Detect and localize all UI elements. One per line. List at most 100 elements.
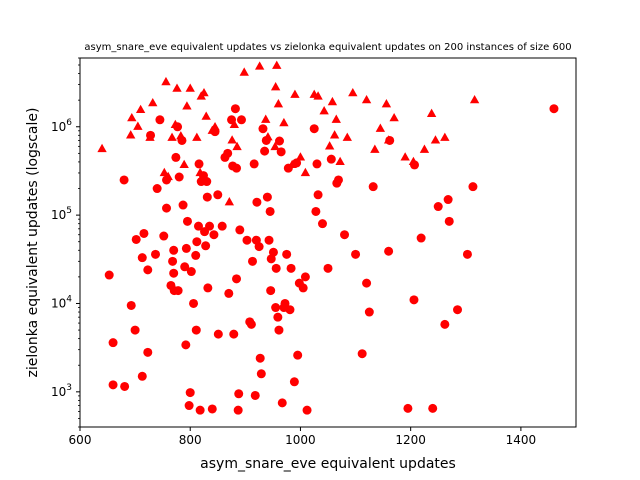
circle-point xyxy=(300,272,310,282)
triangle-point xyxy=(170,119,181,129)
circle-point xyxy=(205,221,215,231)
circle-point xyxy=(333,175,343,185)
triangle-point xyxy=(210,121,220,131)
circle-point xyxy=(298,283,308,293)
circle-point xyxy=(189,298,199,308)
triangle-point xyxy=(287,159,297,169)
y-tick-label: 104 xyxy=(51,294,72,310)
circle-point xyxy=(277,398,287,408)
circle-point xyxy=(280,298,290,308)
circle-point xyxy=(119,175,129,185)
circle-point xyxy=(209,230,219,240)
triangle-point xyxy=(163,171,173,181)
circle-point xyxy=(242,235,252,245)
circle-point xyxy=(264,235,274,245)
circle-point xyxy=(174,172,184,182)
circle-point xyxy=(234,389,244,399)
circle-point xyxy=(186,267,196,277)
circle-point xyxy=(185,388,195,398)
circle-point xyxy=(313,190,323,200)
x-axis-label: asym_snare_eve equivalent updates xyxy=(200,456,456,472)
circle-point xyxy=(224,288,234,298)
circle-point xyxy=(162,203,172,213)
chart-title: asym_snare_eve equivalent updates vs zie… xyxy=(84,42,571,53)
triangle-point xyxy=(381,99,392,108)
circle-point xyxy=(340,230,350,240)
plot-markers xyxy=(97,60,559,415)
circle-point xyxy=(444,216,454,226)
circle-point xyxy=(351,249,361,259)
triangle-point xyxy=(254,61,265,70)
x-tick-label: 1000 xyxy=(285,433,316,447)
circle-point xyxy=(258,124,268,134)
circle-point xyxy=(152,184,162,194)
circle-point xyxy=(271,303,281,313)
circle-point xyxy=(275,136,284,146)
circle-point xyxy=(155,115,165,125)
triangle-point xyxy=(270,82,281,91)
triangle-point xyxy=(172,83,182,92)
circle-point xyxy=(289,377,299,387)
triangle-point xyxy=(279,117,289,127)
circle-point xyxy=(293,350,303,360)
circle-point xyxy=(130,325,140,335)
circle-point xyxy=(169,268,179,278)
x-tick-label: 1200 xyxy=(395,433,426,447)
circle-point xyxy=(168,256,178,266)
circle-point xyxy=(362,278,372,288)
triangle-point xyxy=(273,99,284,108)
circle-point xyxy=(169,245,179,255)
triangle-point xyxy=(408,156,419,166)
circle-point xyxy=(453,305,463,315)
triangle-point xyxy=(133,121,143,130)
triangle-point xyxy=(430,135,441,144)
circle-point xyxy=(229,329,239,339)
circle-point xyxy=(268,247,278,257)
circle-point xyxy=(409,295,419,305)
triangle-point xyxy=(335,156,345,166)
triangle-point xyxy=(161,76,171,86)
circle-point xyxy=(309,124,319,134)
triangle-point xyxy=(199,87,209,97)
triangle-point xyxy=(324,141,335,150)
triangle-point xyxy=(400,152,410,161)
circle-point xyxy=(137,371,147,381)
y-axis-ticks: 103 104 105 106 xyxy=(51,57,80,428)
x-tick-label: 1400 xyxy=(506,433,537,447)
triangle-point xyxy=(440,132,450,141)
triangle-point xyxy=(389,112,399,122)
triangle-point xyxy=(201,111,211,120)
circle-point xyxy=(256,369,266,379)
circle-point xyxy=(181,340,191,350)
circle-point xyxy=(273,312,283,322)
circle-point xyxy=(255,353,265,363)
circle-point xyxy=(143,265,153,275)
triangle-point xyxy=(185,83,195,92)
circle-point xyxy=(416,233,426,243)
circle-point xyxy=(230,104,240,114)
circle-point xyxy=(202,192,212,202)
triangle-point xyxy=(313,91,323,100)
triangle-point xyxy=(469,94,480,104)
circle-point xyxy=(207,404,217,414)
triangle-point xyxy=(192,132,202,141)
circle-point xyxy=(323,263,333,273)
circle-point xyxy=(443,195,453,205)
triangle-point xyxy=(319,106,329,115)
circle-point xyxy=(126,300,136,310)
y-tick-label: 105 xyxy=(51,206,72,222)
triangle-point xyxy=(229,119,239,129)
circle-point xyxy=(131,234,141,244)
triangle-point xyxy=(97,143,107,153)
triangle-point xyxy=(167,132,177,141)
circle-point xyxy=(262,192,272,202)
triangle-point xyxy=(342,132,352,141)
triangle-point xyxy=(295,152,306,161)
triangle-point xyxy=(126,130,136,139)
circle-point xyxy=(191,250,201,260)
triangle-point xyxy=(419,144,430,153)
circle-point xyxy=(192,237,202,247)
triangle-point xyxy=(195,167,205,177)
circle-point xyxy=(260,146,270,156)
